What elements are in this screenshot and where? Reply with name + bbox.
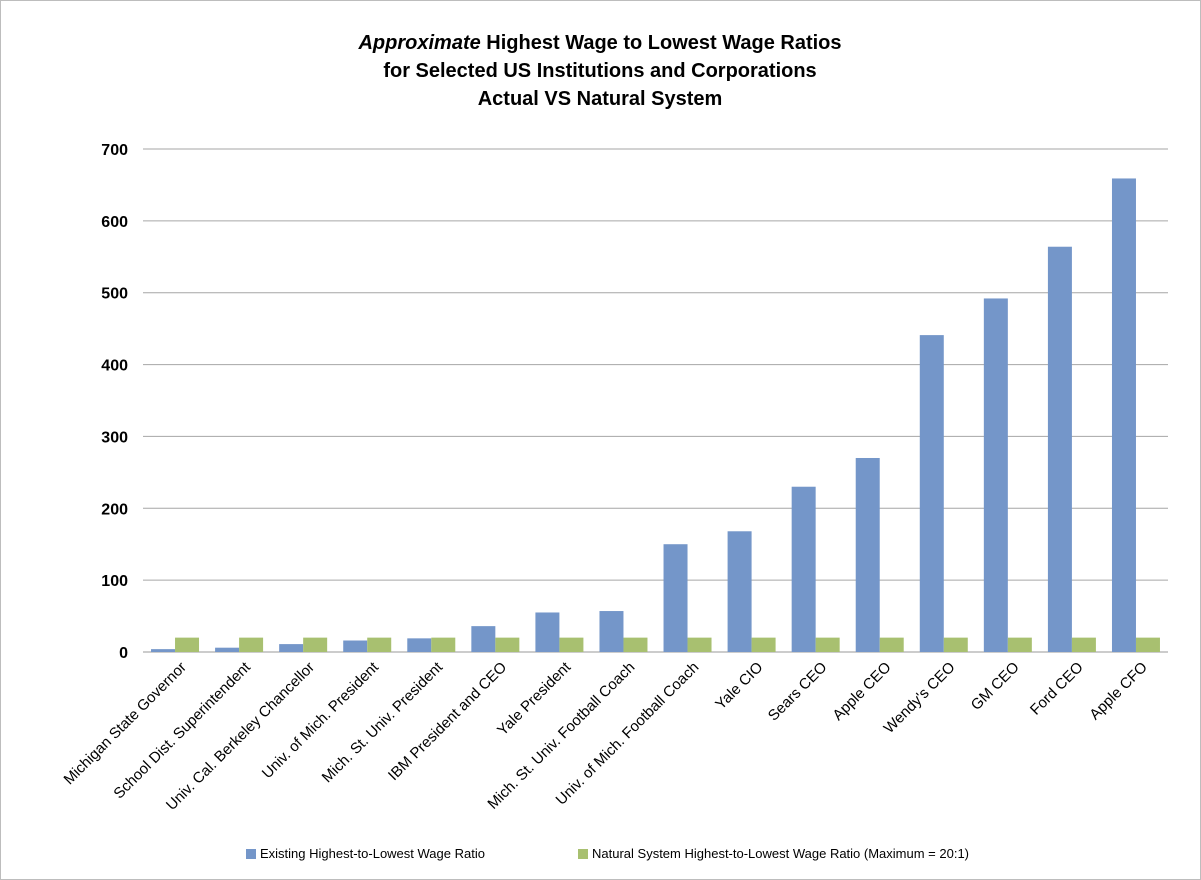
x-tick-label: Mich. St. Univ. President: [319, 658, 447, 786]
bar-existing: [599, 611, 624, 652]
bar-existing: [279, 644, 304, 652]
x-tick-label: Sears CEO: [765, 659, 831, 725]
chart-title-line: for Selected US Institutions and Corpora…: [383, 60, 816, 82]
chart-title: Approximate Highest Wage to Lowest Wage …: [357, 32, 841, 110]
bar-natural: [367, 637, 392, 652]
bar-existing: [151, 649, 176, 652]
bar-existing: [471, 626, 496, 652]
y-axis-ticks: 0 100 200 300 400 500 600 700: [101, 142, 128, 662]
y-tick-label: 200: [101, 501, 128, 518]
y-tick-label: 400: [101, 358, 128, 375]
legend-label: Existing Highest-to-Lowest Wage Ratio: [260, 846, 485, 861]
bars: [151, 178, 1160, 653]
y-tick-label: 600: [101, 214, 128, 231]
chart-title-line: Actual VS Natural System: [478, 88, 723, 110]
chart-title-italic: Approximate: [357, 32, 480, 54]
x-tick-label: Univ. of Mich. President: [259, 658, 383, 782]
bar-existing: [407, 638, 432, 652]
y-tick-label: 0: [119, 645, 128, 662]
bar-natural: [239, 637, 264, 652]
bar-natural: [303, 637, 328, 652]
bar-existing: [343, 640, 368, 652]
legend: Existing Highest-to-Lowest Wage Ratio Nat…: [246, 846, 969, 861]
bar-existing: [983, 298, 1008, 652]
x-tick-label: School Dist. Superintendent: [110, 658, 254, 802]
x-tick-label: Apple CFO: [1086, 659, 1150, 723]
x-tick-label: GM CEO: [968, 659, 1023, 714]
y-tick-label: 100: [101, 573, 128, 590]
bar-natural: [943, 637, 968, 652]
bar-existing: [1047, 246, 1072, 653]
bar-natural: [687, 637, 712, 652]
chart-title-line: Approximate Highest Wage to Lowest Wage …: [357, 32, 841, 54]
bar-natural: [751, 637, 776, 652]
y-tick-label: 300: [101, 429, 128, 446]
bar-existing: [855, 457, 880, 652]
bar-natural: [495, 637, 520, 652]
bar-existing: [215, 647, 240, 652]
bar-existing: [919, 335, 944, 652]
bar-natural: [175, 637, 200, 652]
bar-natural: [1071, 637, 1096, 652]
x-tick-label: IBM President and CEO: [385, 659, 510, 784]
legend-swatch: [246, 849, 256, 859]
y-tick-label: 500: [101, 286, 128, 303]
x-tick-label: Yale CIO: [712, 659, 766, 713]
bar-existing: [791, 486, 816, 652]
x-tick-label: Apple CEO: [829, 659, 894, 724]
legend-swatch: [578, 849, 588, 859]
bar-natural: [559, 637, 584, 652]
bar-natural: [879, 637, 904, 652]
gridlines: [143, 148, 1168, 653]
bar-natural: [1135, 637, 1160, 652]
bar-natural: [623, 637, 648, 652]
bar-existing: [663, 544, 688, 652]
y-tick-label: 700: [101, 142, 128, 159]
bar-natural: [1007, 637, 1032, 652]
bar-natural: [431, 637, 456, 652]
x-tick-label: Ford CEO: [1027, 659, 1087, 719]
chart-title-text: for Selected US Institutions and Corpora…: [383, 60, 816, 82]
bar-existing: [1111, 178, 1136, 652]
chart-title-text: Highest Wage to Lowest Wage Ratios: [481, 32, 842, 54]
bar-existing: [727, 531, 752, 652]
chart-title-text: Actual VS Natural System: [478, 88, 723, 110]
bar-natural: [815, 637, 840, 652]
bar-existing: [535, 612, 560, 652]
legend-label: Natural System Highest-to-Lowest Wage Ra…: [592, 846, 969, 861]
x-tick-label: Michigan State Governor: [61, 659, 190, 788]
